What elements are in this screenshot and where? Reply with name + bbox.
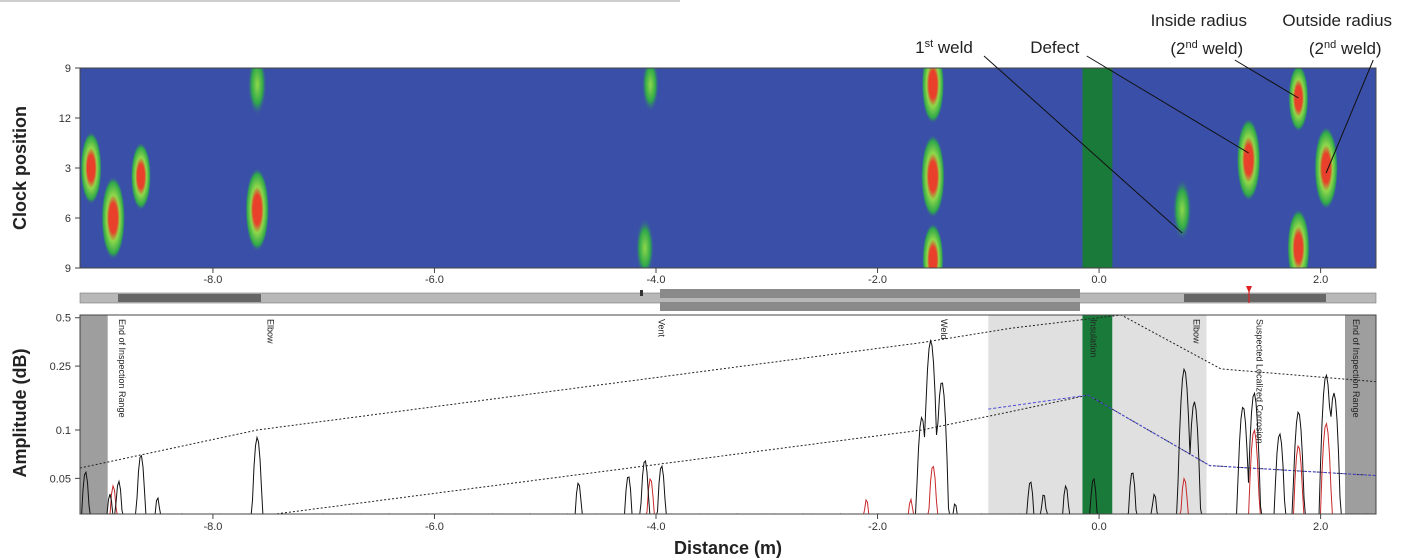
heatmap-x-tick-label: 0.0 bbox=[1091, 274, 1106, 286]
annotation-label-line2-text: (2 bbox=[1309, 39, 1324, 58]
annotation-label-line2-2: (2nd weld) bbox=[1170, 39, 1243, 58]
amplitude-region-4 bbox=[1344, 315, 1376, 514]
heatmap-feature-0 bbox=[101, 176, 126, 260]
heatmap-feature-5 bbox=[635, 217, 655, 268]
heatmap-panel: 9 12 3 6 9 -8.0 -6.0 -4.0 -2.0 0.0 2.0 bbox=[59, 63, 1377, 286]
amplitude-x-tick-label: 2.0 bbox=[1313, 521, 1328, 533]
heatmap-feature-3 bbox=[245, 167, 270, 252]
feature-label-4: Insulation bbox=[1089, 319, 1099, 358]
annotation-leader-3 bbox=[1325, 59, 1374, 174]
feature-label-3: Weld bbox=[939, 319, 949, 339]
annotation-label-text: Inside radius bbox=[1151, 11, 1247, 30]
heatmap-feature-4 bbox=[247, 68, 267, 117]
heatmap-x-tick-label: -2.0 bbox=[868, 274, 887, 286]
amplitude-region-2 bbox=[1082, 315, 1113, 514]
annotation-label-line2-text: (2 bbox=[1170, 39, 1185, 58]
amplitude-ylabel: Amplitude (dB) bbox=[10, 349, 30, 478]
track-defect-marker bbox=[1246, 286, 1252, 293]
heatmap-x-tick-label: -4.0 bbox=[647, 274, 666, 286]
amplitude-x-tick-label: 0.0 bbox=[1091, 521, 1106, 533]
heatmap-background bbox=[80, 68, 1376, 268]
feature-label-1: Elbow bbox=[265, 319, 275, 344]
threshold-lower-line bbox=[271, 394, 1376, 514]
heatmap-feature-14 bbox=[1314, 126, 1339, 210]
heatmap-y-tick-label: 12 bbox=[59, 113, 71, 125]
annotation-leader-0 bbox=[983, 55, 1183, 234]
annotation-label-3: Outside radius bbox=[1282, 11, 1392, 30]
feature-label-7: End of Inspection Range bbox=[1351, 319, 1361, 418]
amplitude-x-tick-label: -2.0 bbox=[868, 521, 887, 533]
heatmap-feature-7 bbox=[920, 134, 945, 219]
pipe-track-bar bbox=[79, 286, 1377, 311]
heatmap-feature-6 bbox=[641, 68, 660, 113]
heatmap-y-tick-label: 3 bbox=[65, 163, 71, 175]
threshold-blue-line bbox=[988, 394, 1376, 477]
track-segment-elbow-2 bbox=[1184, 294, 1326, 302]
heatmap-y-tick-label: 9 bbox=[65, 63, 71, 75]
amplitude-x-tick-label: -4.0 bbox=[647, 521, 666, 533]
amplitude-y-tick-label: 0.05 bbox=[50, 473, 71, 485]
annotation-label-sup: st bbox=[925, 38, 934, 50]
annotation-label-0: 1st weld bbox=[915, 38, 973, 57]
heatmap-feature-2 bbox=[130, 142, 152, 211]
heatmap-feature-12 bbox=[1287, 208, 1310, 268]
heatmap-ylabel: Clock position bbox=[10, 106, 30, 230]
heatmap-insulation-band bbox=[1082, 68, 1113, 268]
annotation-label-text: Outside radius bbox=[1282, 11, 1392, 30]
annotation-label-1: Defect bbox=[1030, 38, 1079, 57]
heatmap-feature-9 bbox=[922, 222, 944, 268]
amplitude-y-tick-label: 0.25 bbox=[50, 361, 71, 373]
feature-label-0: End of Inspection Range bbox=[117, 319, 127, 418]
heatmap-y-tick-label: 9 bbox=[65, 263, 71, 275]
heatmap-x-tick-label: -6.0 bbox=[425, 274, 444, 286]
annotation-label-text: 1 bbox=[915, 38, 924, 57]
heatmap-feature-1 bbox=[80, 131, 102, 205]
feature-label-5: Elbow bbox=[1192, 319, 1202, 344]
annotation-label-line2-rest: weld) bbox=[1198, 39, 1243, 58]
amplitude-region-0 bbox=[80, 315, 108, 514]
annotation-leader-1 bbox=[1086, 55, 1249, 154]
annotation-label-line2-3: (2nd weld) bbox=[1309, 39, 1382, 58]
annotation-label-2: Inside radius bbox=[1151, 11, 1247, 30]
amplitude-y-tick-label: 0.5 bbox=[56, 313, 71, 325]
track-segment-upper bbox=[660, 289, 1080, 298]
amplitude-x-tick-label: -8.0 bbox=[203, 521, 222, 533]
amplitude-panel: End of Inspection Range Elbow Vent Weld Insu… bbox=[50, 313, 1377, 533]
heatmap-feature-10 bbox=[1172, 178, 1192, 242]
top-rule bbox=[0, 0, 680, 2]
amplitude-region-1 bbox=[988, 315, 1083, 514]
amplitude-y-tick-label: 0.1 bbox=[56, 425, 71, 437]
amplitude-x-tick-label: -6.0 bbox=[425, 521, 444, 533]
heatmap-x-tick-label: 2.0 bbox=[1313, 274, 1328, 286]
track-segment-lower bbox=[660, 302, 1080, 311]
heatmap-feature-8 bbox=[921, 68, 945, 125]
feature-label-6: Suspected Localized Corrosion bbox=[1255, 319, 1265, 444]
annotation-label-rest: weld bbox=[933, 38, 973, 57]
amplitude-region-3 bbox=[1112, 315, 1207, 514]
threshold-upper-line bbox=[80, 315, 1376, 469]
annotation-leader-2 bbox=[1234, 59, 1299, 99]
track-segment-elbow bbox=[118, 294, 261, 302]
heatmap-x-tick-label: -8.0 bbox=[203, 274, 222, 286]
heatmap-y-tick-label: 6 bbox=[65, 213, 71, 225]
track-vent-marker bbox=[640, 290, 643, 296]
distance-xlabel: Distance (m) bbox=[674, 538, 782, 558]
amplitude-frame bbox=[79, 314, 1377, 515]
heatmap-feature-13 bbox=[1288, 68, 1309, 133]
heatmap-feature-11 bbox=[1236, 117, 1261, 202]
feature-label-2: Vent bbox=[657, 319, 667, 338]
annotation-label-line2-sup: nd bbox=[1186, 39, 1198, 51]
annotation-label-text: Defect bbox=[1030, 38, 1079, 57]
annotation-label-line2-sup: nd bbox=[1324, 39, 1336, 51]
annotation-label-line2-rest: weld) bbox=[1336, 39, 1381, 58]
